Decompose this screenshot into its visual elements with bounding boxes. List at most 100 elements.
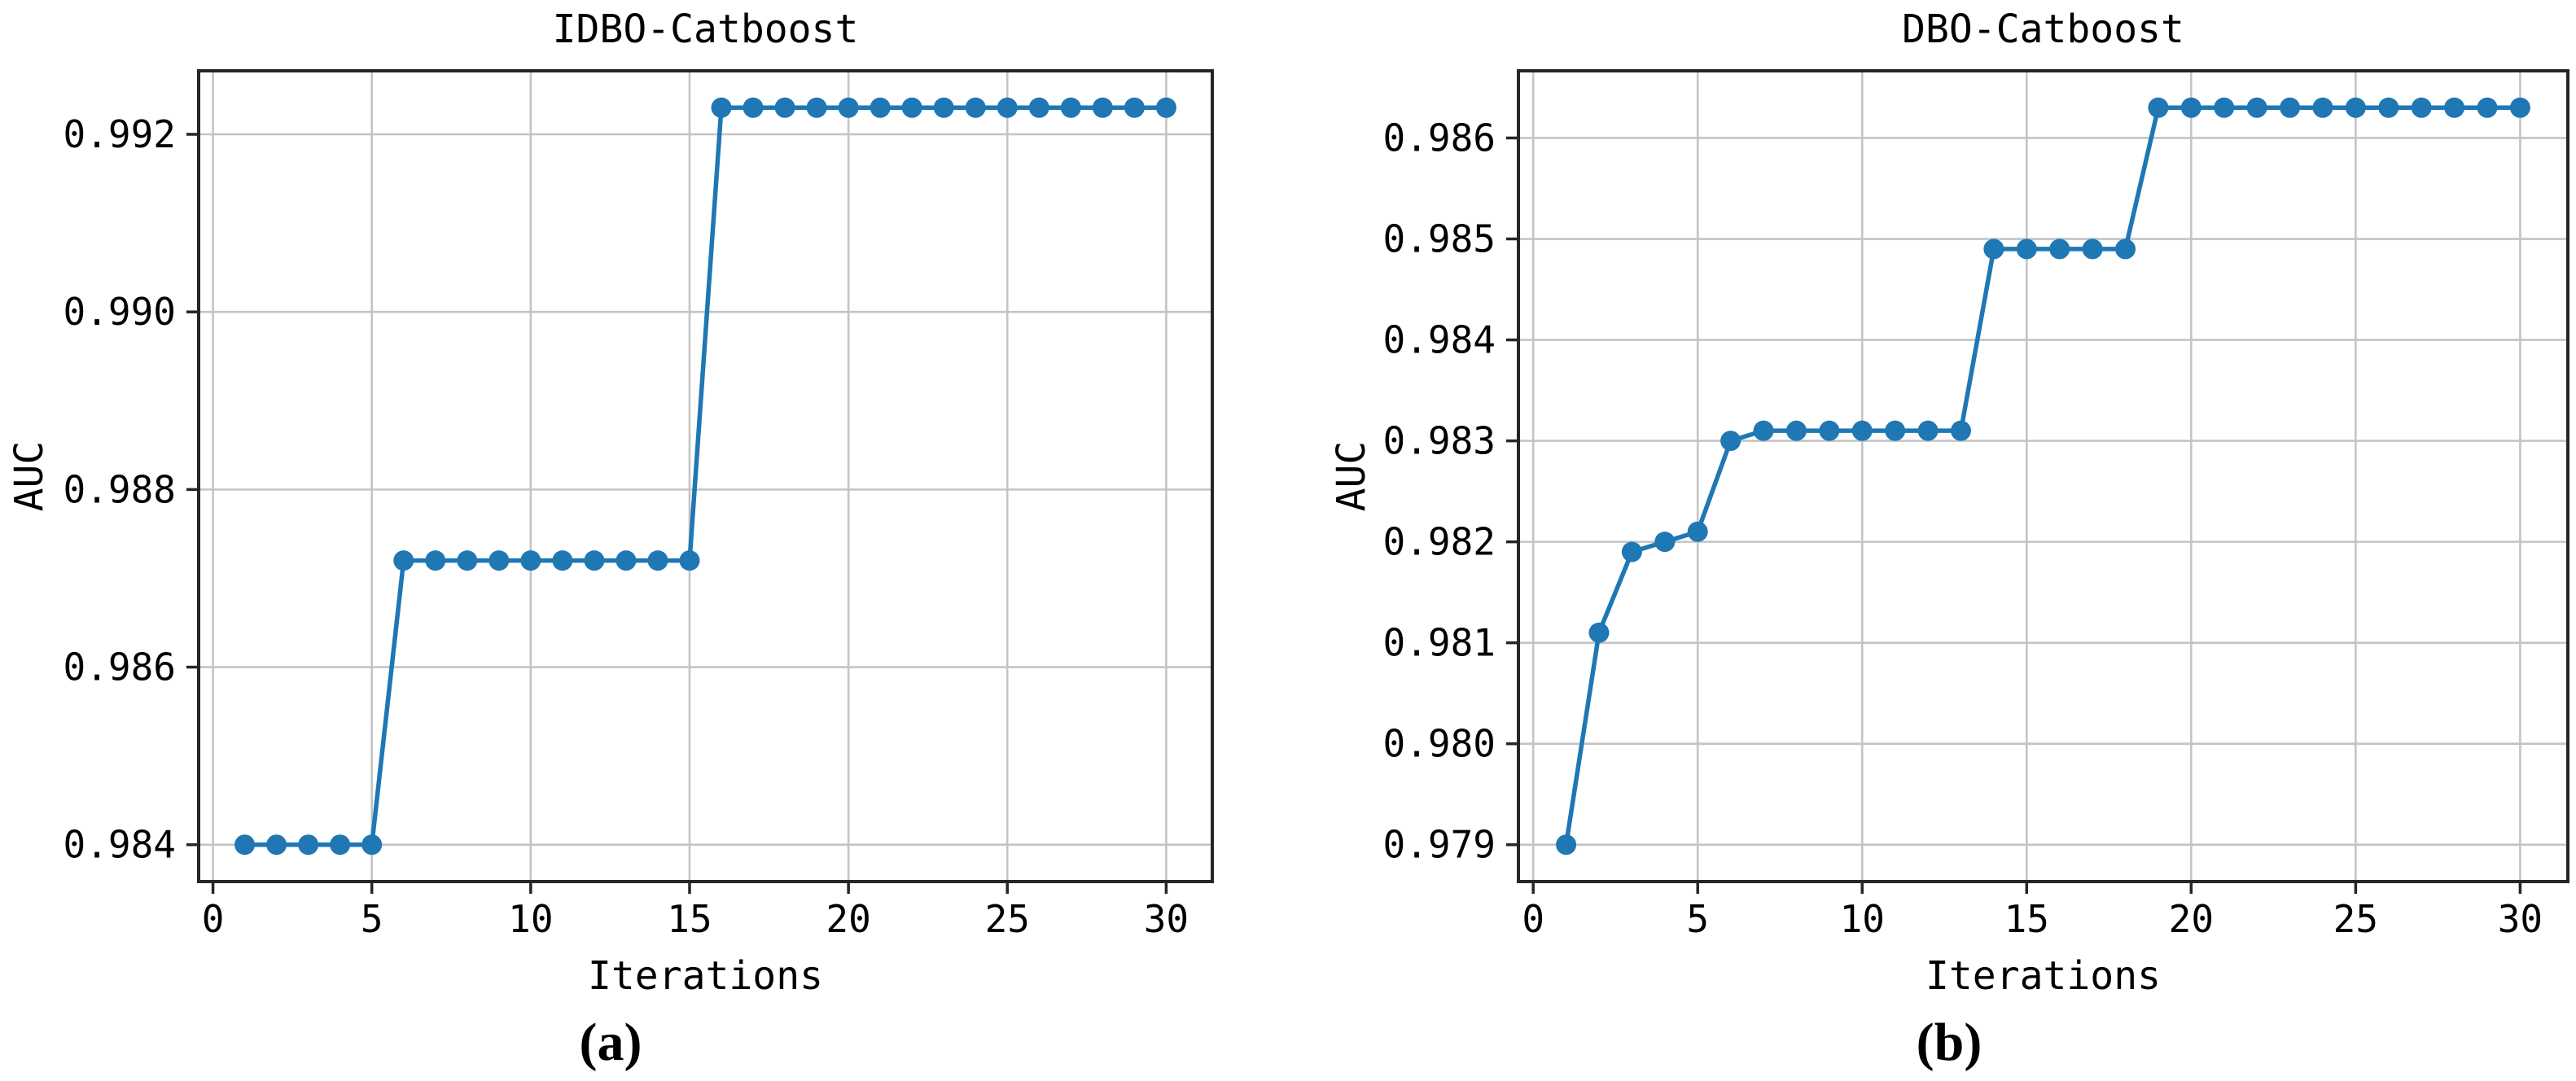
data-point-marker bbox=[1060, 97, 1081, 118]
x-tick-label: 25 bbox=[985, 897, 1030, 941]
data-point-marker bbox=[1155, 97, 1176, 118]
data-point-marker bbox=[2082, 239, 2103, 260]
x-axis-label: Iterations bbox=[588, 953, 823, 999]
y-tick-label: 0.990 bbox=[64, 290, 176, 334]
data-point-marker bbox=[711, 97, 732, 118]
data-point-marker bbox=[2115, 239, 2136, 260]
caption-b: (b) bbox=[1916, 1013, 1982, 1072]
x-tick-label: 15 bbox=[2004, 897, 2049, 941]
x-tick-label: 5 bbox=[1686, 897, 1709, 941]
data-point-marker bbox=[1588, 622, 1610, 643]
x-tick-label: 15 bbox=[667, 897, 712, 941]
data-point-marker bbox=[870, 97, 891, 118]
data-point-marker bbox=[2246, 97, 2267, 118]
data-point-marker bbox=[393, 550, 414, 571]
data-point-marker bbox=[1917, 420, 1939, 441]
data-point-marker bbox=[2477, 97, 2498, 118]
data-point-marker bbox=[330, 834, 351, 856]
data-point-marker bbox=[1687, 521, 1708, 542]
data-point-marker bbox=[1753, 420, 1774, 441]
chart-a: 0 5 10 15 20 25 30 0.984 0.986 0.988 0.990 0.992 IDB… bbox=[7, 7, 1214, 999]
data-point-marker bbox=[2378, 97, 2399, 118]
data-point-marker bbox=[1621, 541, 1642, 562]
data-point-marker bbox=[616, 550, 637, 571]
data-point-marker bbox=[679, 550, 700, 571]
x-tick-label: 0 bbox=[202, 897, 225, 941]
data-point-marker bbox=[774, 97, 795, 118]
data-point-marker bbox=[266, 834, 287, 856]
data-point-marker bbox=[425, 550, 446, 571]
x-tick-label: 20 bbox=[826, 897, 870, 941]
data-point-marker bbox=[901, 97, 922, 118]
data-point-marker bbox=[2411, 97, 2432, 118]
data-point-marker bbox=[2049, 239, 2070, 260]
y-tick-label: 0.985 bbox=[1383, 217, 1496, 261]
data-point-marker bbox=[2509, 97, 2530, 118]
data-point-marker bbox=[1851, 420, 1873, 441]
data-point-marker bbox=[933, 97, 954, 118]
chart-title: IDBO-Catboost bbox=[553, 7, 859, 52]
data-point-marker bbox=[2016, 239, 2037, 260]
y-tick-label: 0.986 bbox=[64, 646, 176, 689]
plot-area-border bbox=[197, 69, 1214, 883]
y-tick-label: 0.980 bbox=[1383, 722, 1496, 766]
data-point-marker bbox=[965, 97, 986, 118]
data-point-marker bbox=[2345, 97, 2366, 118]
y-tick-label: 0.984 bbox=[64, 823, 176, 867]
x-tick-label: 5 bbox=[361, 897, 383, 941]
data-point-marker bbox=[361, 834, 383, 856]
y-tick-label: 0.992 bbox=[64, 112, 176, 156]
y-tick-label: 0.981 bbox=[1383, 621, 1496, 665]
data-point-marker bbox=[1720, 431, 1741, 452]
y-tick-label: 0.988 bbox=[64, 467, 176, 511]
data-point-marker bbox=[1819, 420, 1840, 441]
plot-area-border bbox=[1517, 69, 2569, 883]
data-point-marker bbox=[1124, 97, 1145, 118]
data-point-marker bbox=[1556, 834, 1577, 856]
chart-b: 0 5 10 15 20 25 30 0.979 0.980 0.981 0.982 0.983 0.9… bbox=[1329, 7, 2569, 999]
y-axis-label: AUC bbox=[7, 441, 52, 512]
x-axis-label: Iterations bbox=[1925, 953, 2161, 999]
y-tick-label: 0.979 bbox=[1383, 823, 1496, 867]
y-tick-label: 0.986 bbox=[1383, 116, 1496, 160]
data-point-marker bbox=[488, 550, 510, 571]
data-point-marker bbox=[1785, 420, 1807, 441]
data-point-marker bbox=[520, 550, 541, 571]
caption-a: (a) bbox=[579, 1013, 642, 1072]
data-point-marker bbox=[838, 97, 859, 118]
data-point-marker bbox=[2444, 97, 2465, 118]
data-point-marker bbox=[743, 97, 764, 118]
x-tick-label: 10 bbox=[1840, 897, 1885, 941]
y-tick-label: 0.983 bbox=[1383, 419, 1496, 463]
data-point-marker bbox=[2312, 97, 2333, 118]
x-tick-label: 0 bbox=[1522, 897, 1544, 941]
data-point-marker bbox=[806, 97, 827, 118]
data-point-marker bbox=[2148, 97, 2169, 118]
data-point-marker bbox=[552, 550, 573, 571]
series-line bbox=[1563, 105, 2523, 847]
data-point-marker bbox=[2280, 97, 2301, 118]
x-tick-label: 10 bbox=[508, 897, 553, 941]
data-point-marker bbox=[997, 97, 1018, 118]
data-point-marker bbox=[457, 550, 478, 571]
y-tick-label: 0.984 bbox=[1383, 318, 1496, 362]
data-point-marker bbox=[298, 834, 319, 856]
x-tick-label: 20 bbox=[2169, 897, 2214, 941]
data-point-marker bbox=[1654, 532, 1676, 553]
data-point-marker bbox=[2180, 97, 2201, 118]
y-tick-label: 0.982 bbox=[1383, 520, 1496, 564]
data-point-marker bbox=[584, 550, 605, 571]
data-point-marker bbox=[1983, 239, 2004, 260]
x-tick-label: 30 bbox=[2498, 897, 2543, 941]
x-tick-label: 30 bbox=[1144, 897, 1189, 941]
data-point-marker bbox=[234, 834, 256, 856]
chart-title: DBO-Catboost bbox=[1902, 7, 2184, 52]
data-point-marker bbox=[1885, 420, 1906, 441]
x-tick-label: 25 bbox=[2333, 897, 2378, 941]
data-point-marker bbox=[1950, 420, 1971, 441]
series-line bbox=[242, 105, 1169, 847]
data-point-marker bbox=[2214, 97, 2235, 118]
data-point-marker bbox=[647, 550, 668, 571]
